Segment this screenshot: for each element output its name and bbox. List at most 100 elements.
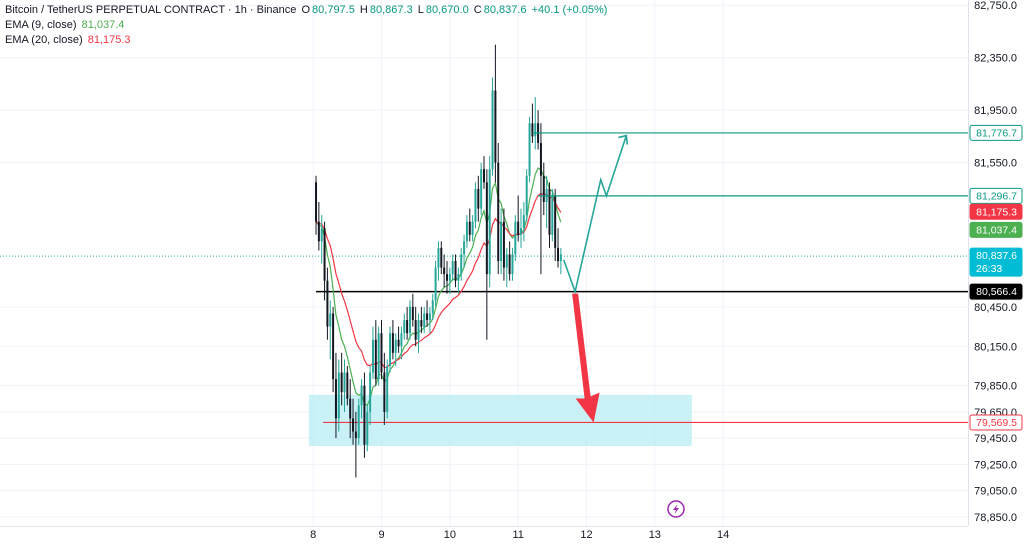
candle-body[interactable] [491,90,494,170]
candle-body[interactable] [380,333,383,373]
candle-body[interactable] [525,175,528,216]
candle-body[interactable] [354,431,357,439]
candle-body[interactable] [420,320,423,327]
candle-body[interactable] [343,372,346,393]
candle-body[interactable] [357,405,360,439]
candle-body[interactable] [514,221,517,255]
time-axis[interactable]: 8 9 10 11 12 13 14 [0,526,968,542]
candle-body[interactable] [460,254,463,275]
bullish-path-arrow[interactable] [562,135,628,295]
candle-body[interactable] [445,274,448,281]
candle-body[interactable] [366,411,369,445]
candle-body[interactable] [383,372,386,412]
candle-body[interactable] [451,261,454,275]
candle-body[interactable] [488,169,491,275]
candle-body[interactable] [557,247,560,262]
candle-body[interactable] [403,320,406,334]
candle-body[interactable] [520,228,523,235]
candle-body[interactable] [477,188,480,209]
legend-ema9-row[interactable]: EMA (9, close) 81,037.4 [5,18,609,33]
candle-body[interactable] [522,215,525,229]
candle-body[interactable] [394,339,397,353]
candle-body[interactable] [391,333,394,353]
candle-body[interactable] [465,221,468,242]
open-key: O [301,4,311,16]
candle-body[interactable] [454,261,457,281]
candle-body[interactable] [346,372,349,399]
candle-body[interactable] [434,267,437,301]
candle-body[interactable] [371,339,374,373]
price-tag-box [969,124,1023,141]
candle-body[interactable] [511,254,514,275]
candle-body[interactable] [539,142,542,176]
candle-body[interactable] [400,333,403,347]
candle-body[interactable] [411,306,414,321]
symbol-title[interactable]: Bitcoin / TetherUS PERPETUAL CONTRACT · … [5,4,297,16]
candle-body[interactable] [463,241,466,255]
candle-body[interactable] [431,300,434,314]
candle-body[interactable] [428,313,431,321]
bearish-arrow[interactable] [572,293,600,423]
candle-body[interactable] [548,188,551,235]
candle-body[interactable] [471,221,474,235]
candle-body[interactable] [443,267,446,275]
candle-body[interactable] [531,123,534,137]
candle-body[interactable] [377,333,380,380]
candle-body[interactable] [508,254,511,275]
candle-body[interactable] [317,221,320,242]
candle-body[interactable] [497,162,500,262]
candle-body[interactable] [389,333,392,366]
drawing-layer[interactable] [532,132,968,423]
candle-body[interactable] [363,385,366,445]
candle-body[interactable] [534,123,537,137]
candle-body[interactable] [326,280,329,327]
candle-body[interactable] [502,221,505,268]
candle-body[interactable] [320,228,323,242]
candle-body[interactable] [360,385,363,406]
candle-body[interactable] [397,339,400,347]
candle-body[interactable] [554,195,557,248]
candle-body[interactable] [352,418,355,432]
candle-body[interactable] [329,313,332,327]
candle-body[interactable] [386,365,389,412]
candle-body[interactable] [559,254,562,262]
candle-layer[interactable] [315,44,562,478]
candle-body[interactable] [437,247,440,268]
candle-body[interactable] [440,247,443,268]
candle-body[interactable] [480,169,483,209]
candle-body[interactable] [417,320,420,340]
candle-body[interactable] [334,379,337,419]
candle-body[interactable] [423,313,426,327]
candle-body[interactable] [369,372,372,412]
candle-body[interactable] [483,169,485,183]
candle-body[interactable] [528,123,531,176]
candle-body[interactable] [323,228,326,281]
candle-body[interactable] [340,372,343,393]
candle-body[interactable] [414,320,417,340]
candle-body[interactable] [349,398,352,419]
candle-body[interactable] [426,313,429,321]
candle-body[interactable] [406,320,409,334]
candle-body[interactable] [332,313,335,380]
candle-body[interactable] [315,182,318,222]
lightning-icon[interactable] [667,500,685,518]
target-zone[interactable] [308,394,692,446]
candle-body[interactable] [517,221,520,235]
candle-body[interactable] [448,274,451,281]
candle-body[interactable] [374,339,377,380]
price-labels: 81,776.7 81,296.7 81,175.3 81,037.4 80,837.6… [969,124,1023,431]
candle-body[interactable] [485,182,488,275]
y-tick-label: 79,050.0 [974,486,1017,498]
candle-body[interactable] [457,274,460,281]
candle-body[interactable] [474,188,477,222]
candle-body[interactable] [542,175,545,203]
candle-body[interactable] [494,90,497,163]
candle-body[interactable] [468,221,471,235]
candle-body[interactable] [551,195,554,235]
candle-body[interactable] [408,306,411,334]
candle-body[interactable] [500,221,503,262]
candle-body[interactable] [505,254,508,268]
legend-ema20-row[interactable]: EMA (20, close) 81,175.3 [5,33,609,48]
candle-body[interactable] [337,372,340,419]
